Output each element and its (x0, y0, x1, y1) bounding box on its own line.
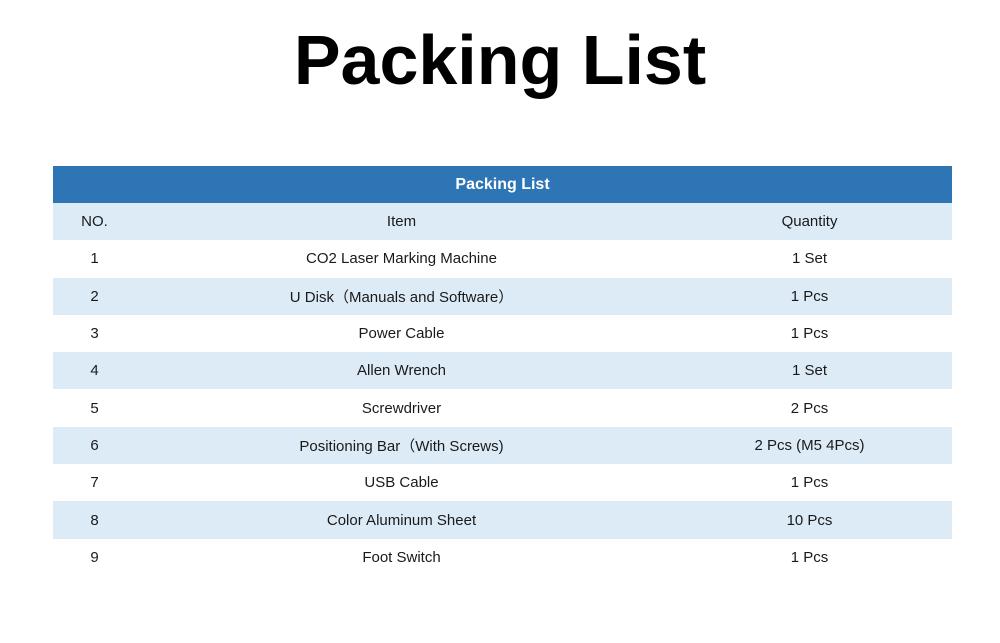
row-no: 7 (53, 464, 136, 502)
row-item: Power Cable (136, 314, 667, 353)
row-no: 8 (53, 501, 136, 539)
row-no: 5 (53, 389, 136, 427)
row-item: Color Aluminum Sheet (136, 501, 667, 539)
table-row: 4 Allen Wrench 1 Set (53, 352, 953, 390)
row-item: Screwdriver (136, 389, 667, 427)
row-no: 3 (53, 314, 136, 353)
row-no: 2 (53, 277, 136, 315)
row-no: 9 (53, 538, 136, 576)
table-row: 3 Power Cable 1 Pcs (53, 314, 953, 353)
row-quantity: 1 Pcs (667, 538, 953, 576)
table-caption: Packing List (53, 166, 953, 203)
table-row: 1 CO2 Laser Marking Machine 1 Set (53, 240, 953, 278)
row-quantity: 1 Pcs (667, 464, 953, 502)
page-title: Packing List (293, 21, 707, 99)
row-no: 1 (53, 240, 136, 278)
table-row: 5 Screwdriver 2 Pcs (53, 389, 953, 427)
column-header-quantity: Quantity (667, 203, 953, 241)
row-quantity: 2 Pcs (M5 4Pcs) (667, 426, 953, 465)
column-header-item: Item (136, 203, 667, 241)
row-item: Positioning Bar（With Screws) (136, 426, 667, 465)
table-row: 2 U Disk（Manuals and Software） 1 Pcs (53, 277, 953, 315)
row-item: CO2 Laser Marking Machine (136, 240, 667, 278)
packing-list-table: Packing List NO. Item Quantity 1 CO2 Las… (53, 166, 953, 576)
table-caption-row: Packing List (53, 166, 953, 203)
row-item: Allen Wrench (136, 352, 667, 390)
row-item: Foot Switch (136, 538, 667, 576)
row-no: 6 (53, 426, 136, 465)
row-item: U Disk（Manuals and Software） (136, 277, 667, 315)
column-header-no: NO. (53, 203, 136, 241)
row-quantity: 1 Pcs (667, 277, 953, 315)
row-item: USB Cable (136, 464, 667, 502)
row-quantity: 10 Pcs (667, 501, 953, 539)
table-row: 6 Positioning Bar（With Screws) 2 Pcs (M5… (53, 426, 953, 465)
row-quantity: 1 Set (667, 352, 953, 390)
table-row: 7 USB Cable 1 Pcs (53, 464, 953, 502)
table-row: 9 Foot Switch 1 Pcs (53, 538, 953, 576)
row-no: 4 (53, 352, 136, 390)
row-quantity: 1 Set (667, 240, 953, 278)
row-quantity: 1 Pcs (667, 314, 953, 353)
table-row: 8 Color Aluminum Sheet 10 Pcs (53, 501, 953, 539)
row-quantity: 2 Pcs (667, 389, 953, 427)
table-header-row: NO. Item Quantity (53, 203, 953, 241)
